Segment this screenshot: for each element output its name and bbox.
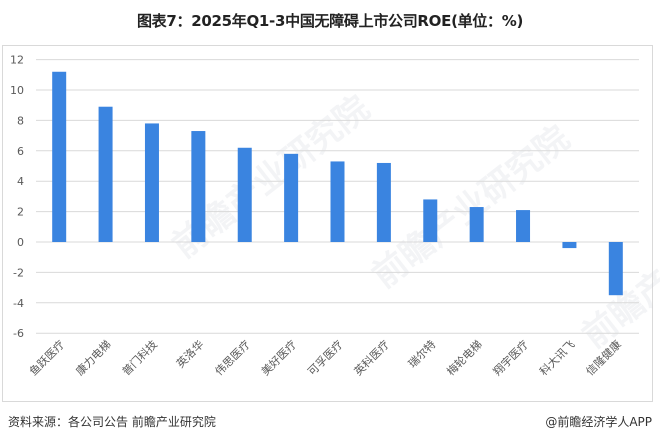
x-axis-labels: 鱼跃医疗 康力电梯 普门科技 英洛华 伟思医疗 美好医疗 可孚医疗 英科医疗 瑞尔特 梅轮电梯 翔宇… [26, 337, 624, 378]
brand-credit: @前瞻经济学人APP [545, 415, 652, 429]
y-tick-label: -2 [13, 266, 24, 279]
bar [608, 242, 623, 296]
x-tick-label: 伟思医疗 [212, 337, 253, 378]
x-tick-label: 美好医疗 [258, 337, 299, 378]
y-axis-ticks: 12 10 8 6 4 2 0 -2 -4 -6 [10, 54, 24, 341]
bar [284, 153, 299, 242]
bar [191, 131, 206, 242]
y-tick-label: -6 [13, 327, 24, 340]
y-tick-label: 8 [17, 114, 24, 127]
x-tick-label: 普门科技 [119, 337, 160, 378]
chart-frame [2, 45, 653, 402]
y-tick-label: 0 [17, 236, 24, 249]
y-tick-label: 2 [17, 206, 24, 219]
bar [330, 161, 345, 242]
bar [516, 210, 531, 242]
bar [144, 123, 159, 242]
bar [562, 242, 577, 249]
bars [52, 71, 623, 296]
x-tick-label: 科大讯飞 [537, 337, 578, 378]
y-tick-label: 4 [17, 175, 24, 188]
x-tick-label: 英洛华 [173, 337, 206, 370]
bar [98, 106, 113, 242]
bar [376, 162, 391, 242]
y-tick-label: 6 [17, 145, 24, 158]
bar [52, 71, 67, 242]
bar [469, 207, 484, 242]
x-tick-label: 梅轮电梯 [444, 337, 485, 378]
x-tick-label: 瑞尔特 [405, 337, 438, 370]
x-tick-label: 可孚医疗 [305, 337, 346, 378]
source-note: 资料来源：各公司公告 前瞻产业研究院 [8, 415, 216, 429]
chart-title: 图表7：2025年Q1-3中国无障碍上市公司ROE(单位：%) [136, 12, 524, 30]
y-tick-label: -4 [13, 297, 24, 310]
bar [423, 199, 438, 242]
x-tick-label: 翔宇医疗 [490, 337, 531, 378]
y-tick-label: 12 [10, 54, 24, 67]
x-tick-label: 鱼跃医疗 [26, 337, 67, 378]
x-tick-label: 信隆健康 [583, 337, 624, 378]
bar [237, 147, 252, 242]
y-tick-label: 10 [10, 84, 24, 97]
x-tick-label: 康力电梯 [73, 337, 114, 378]
x-tick-label: 英科医疗 [351, 337, 392, 378]
